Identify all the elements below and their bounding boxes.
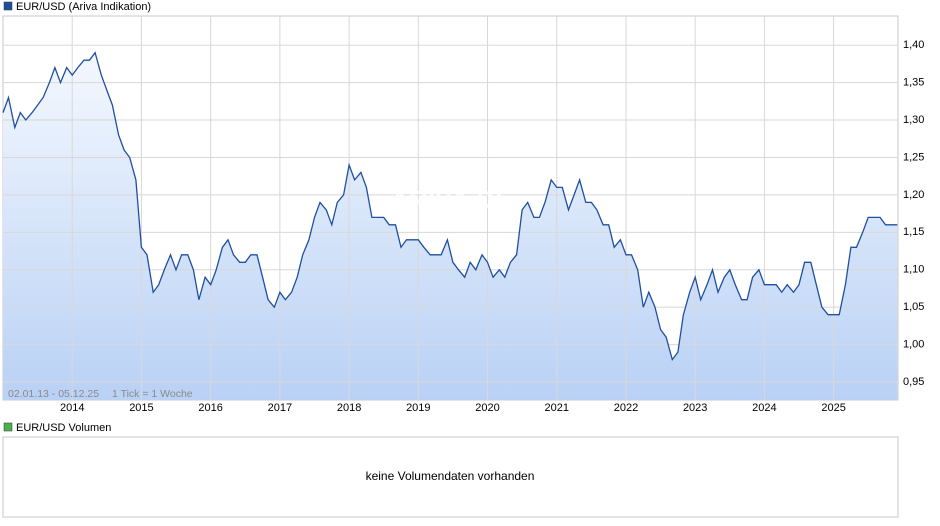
x-tick-label: 2018 (337, 402, 361, 414)
y-tick-label: 1,15 (903, 226, 924, 238)
line (2, 51, 898, 362)
x-tick-label: 2014 (60, 402, 84, 414)
x-tick-label: 2025 (821, 402, 845, 414)
watermark: ARIVA.DE (388, 185, 512, 215)
y-tick-label: 1,05 (903, 301, 924, 313)
x-tick-label: 2023 (683, 402, 707, 414)
y-tick-label: 1,35 (903, 77, 924, 89)
x-tick-label: 2020 (475, 402, 499, 414)
legend-label: EUR/USD (Ariva Indikation) (16, 1, 151, 13)
y-tick-label: 1,40 (903, 39, 924, 51)
y-tick-label: 1,00 (903, 339, 924, 351)
x-tick-label: 2024 (752, 402, 776, 414)
date-range: 02.01.13 - 05.12.25 (8, 388, 99, 400)
x-tick-label: 2017 (268, 402, 292, 414)
tick-note: 1 Tick = 1 Woche (112, 388, 193, 400)
y-tick-label: 1,30 (903, 114, 924, 126)
y-tick-label: 0,95 (903, 376, 924, 388)
x-tick-label: 2021 (545, 402, 569, 414)
volume-panel (2, 436, 899, 518)
y-tick-label: 1,10 (903, 264, 924, 276)
x-tick-label: 2016 (198, 402, 222, 414)
x-tick-label: 2019 (406, 402, 430, 414)
area (3, 52, 898, 400)
x-tick-label: 2022 (614, 402, 638, 414)
y-tick-label: 1,20 (903, 189, 924, 201)
legend-swatch (3, 422, 13, 432)
x-tick-label: 2015 (129, 402, 153, 414)
legend-swatch (3, 1, 13, 11)
legend-label: EUR/USD Volumen (16, 422, 111, 434)
y-tick-label: 1,25 (903, 151, 924, 163)
no-data-message: keine Volumendaten vorhanden (366, 469, 535, 483)
